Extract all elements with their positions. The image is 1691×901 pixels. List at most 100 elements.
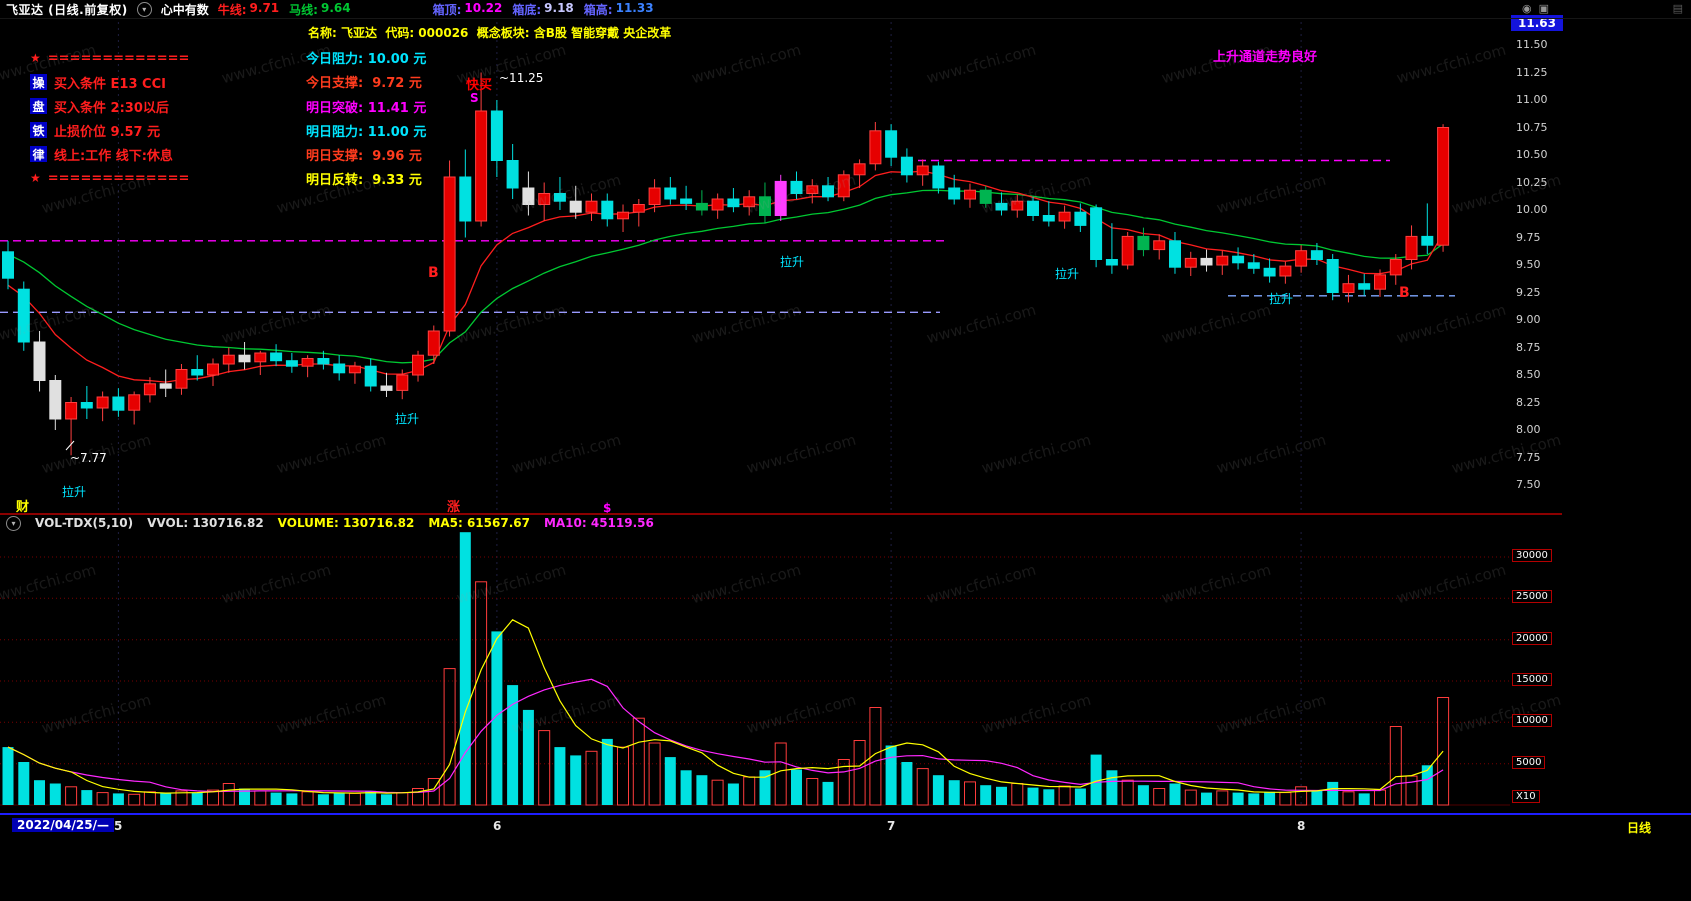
month-label: 6 <box>493 819 502 833</box>
date-display: 2022/04/25/— <box>12 818 114 832</box>
chart-annotation: ~11.25 <box>499 71 543 85</box>
stat-value: 9.64 <box>320 0 351 15</box>
chart-annotation: B <box>428 265 439 281</box>
discipline-tag: 操 <box>30 74 47 90</box>
header-tool-icon[interactable]: ▣ <box>1538 2 1549 15</box>
volume-gridlines <box>0 556 1510 806</box>
chart-annotation: 财 <box>16 499 29 514</box>
price-tick-label: 8.25 <box>1516 396 1541 409</box>
price-axis[interactable]: 11.63 11.50 11.25 11.00 10.75 10.50 10.25 10.0… <box>1510 0 1590 836</box>
volume-tick-label: 5000 <box>1512 756 1546 769</box>
chart-annotation: S <box>470 91 479 105</box>
discipline-tag: 盘 <box>30 98 47 114</box>
header-bar: 飞亚达 (日线.前复权) ▾ 心中有数 牛线: 9.71 马线: 9.64 箱顶: 10.… <box>0 0 1691 19</box>
discipline-row: ★ ============= <box>30 46 189 70</box>
level-row: 明日阻力: 11.00 元 <box>306 124 427 140</box>
panel-separator <box>0 513 1562 515</box>
price-tick-label: 10.25 <box>1516 176 1548 189</box>
vvol-value: VVOL: 130716.82 <box>147 516 264 530</box>
indicator-stats: 牛线: 9.71 马线: 9.64 箱顶: 10.22 箱底: 9.18 箱高: 11.33 <box>218 1 654 18</box>
stat-value: 9.18 <box>544 0 574 15</box>
stat-value: 11.33 <box>615 0 654 15</box>
window-icons: ◉ ▣ <box>1522 2 1549 15</box>
discipline-row: 盘买入条件 2:30以后 <box>30 94 189 118</box>
chart-annotation: 拉升 <box>62 484 86 499</box>
discipline-row: 律线上:工作 线下:休息 <box>30 142 189 166</box>
level-row: 明日支撑: 9.96 元 <box>306 149 422 165</box>
volume-bars <box>2 532 1450 806</box>
discipline-block: ★ ============= 操买入条件 E13 CCI 盘买入条件 2:30以后铁… <box>30 46 189 190</box>
stat-label: 箱顶: <box>432 2 462 17</box>
volume-value: VOLUME: 130716.82 <box>277 516 415 530</box>
stat-value: 9.71 <box>249 0 280 15</box>
chart-annotations: 快买 ~11.25SBB拉升拉升拉升拉升拉升~7.77财涨 $ <box>16 71 1410 514</box>
volume-tick-label: 30000 <box>1512 549 1552 562</box>
volume-tick-label: 25000 <box>1512 590 1552 603</box>
volume-axis[interactable]: 30000 25000 20000 15000 10000 5000 X10 <box>1510 0 1590 836</box>
price-tick-label: 8.75 <box>1516 341 1541 354</box>
price-tick-label: 10.00 <box>1516 203 1548 216</box>
discipline-text: 买入条件 2:30以后 <box>54 100 169 116</box>
price-ma-lines <box>7 170 1444 383</box>
chart-annotation: 涨 <box>446 500 460 514</box>
discipline-text: 止损价位 9.57 元 <box>54 124 161 140</box>
corner-panel-icon[interactable]: ▤ <box>1672 2 1683 15</box>
volume-unit-label: X10 <box>1512 790 1540 803</box>
month-label: 8 <box>1297 819 1306 833</box>
volume-tick-label: 15000 <box>1512 673 1552 686</box>
vol-ma5-value: MA5: 61567.67 <box>428 516 530 530</box>
volume-chart[interactable] <box>0 528 1510 813</box>
vol-ma10-value: MA10: 45119.56 <box>543 516 654 530</box>
discipline-text: 买入条件 E13 CCI <box>54 76 166 92</box>
header-stat: 牛线: 9.71 <box>218 1 279 18</box>
discipline-text: ============= <box>47 50 190 66</box>
trend-note: 上升通道走势良好 <box>1213 50 1318 65</box>
vol-indicator-name[interactable]: VOL-TDX(5,10) <box>35 516 134 530</box>
discipline-tag: ★ <box>30 51 41 65</box>
chart-annotation: ~7.77 <box>70 451 107 465</box>
period-selector[interactable]: 日线 <box>1627 821 1652 835</box>
price-tick-label: 7.75 <box>1516 451 1541 464</box>
current-price-tag: 11.63 <box>1511 15 1563 31</box>
level-row: 今日支撑: 9.72 元 <box>306 76 422 92</box>
chart-annotation: 拉升 <box>1269 291 1293 306</box>
volume-toggle-icon[interactable]: ▾ <box>6 515 21 531</box>
volume-header: ▾ VOL-TDX(5,10) VVOL: 130716.82 VOLUME: 13… <box>6 515 654 531</box>
header-stat: 马线: 9.64 <box>289 1 350 18</box>
indicator-name[interactable]: 心中有数 <box>160 2 209 17</box>
header-stat: 箱底: 9.18 <box>512 1 573 18</box>
discipline-tag: ★ <box>30 171 41 185</box>
stock-info-line: 名称: 飞亚达 代码: 000026 概念板块: 含B股 智能穿戴 央企改革 <box>308 26 672 40</box>
discipline-text: ============= <box>47 170 190 186</box>
status-bar: 2022/04/25/— 日线 5 6 7 8 <box>0 813 1691 836</box>
level-row: 明日反转: 9.33 元 <box>306 173 422 189</box>
price-tick-label: 11.50 <box>1516 38 1548 51</box>
candlesticks <box>2 72 1450 456</box>
chart-annotation: B <box>1399 285 1410 301</box>
stat-label: 牛线: <box>217 2 247 17</box>
level-row: 明日突破: 11.41 元 <box>306 100 427 116</box>
month-label: 5 <box>114 819 123 833</box>
header-tool-icon[interactable]: ◉ <box>1521 2 1532 15</box>
price-tick-label: 9.75 <box>1516 231 1541 244</box>
price-tick-label: 9.50 <box>1516 258 1541 271</box>
price-tick-label: 8.50 <box>1516 368 1541 381</box>
price-tick-label: 8.00 <box>1516 423 1541 436</box>
discipline-tag: 铁 <box>30 122 47 138</box>
stat-label: 箱底: <box>512 2 542 17</box>
overlay-dashed-lines <box>0 159 1455 313</box>
indicator-toggle-icon[interactable]: ▾ <box>136 1 152 17</box>
chart-annotation: $ <box>603 501 611 514</box>
month-gridlines <box>117 22 1302 512</box>
volume-ma-lines <box>7 619 1444 794</box>
price-tick-label: 10.50 <box>1516 148 1548 161</box>
price-tick-label: 9.25 <box>1516 286 1541 299</box>
main-price-chart[interactable]: 快买 ~11.25SBB拉升拉升拉升拉升拉升~7.77财涨 $ <box>0 18 1510 514</box>
header-stat: 箱高: 11.33 <box>584 1 654 18</box>
discipline-text: 线上:工作 线下:休息 <box>54 148 173 164</box>
discipline-row: 铁止损价位 9.57 元 <box>30 118 189 142</box>
price-tick-label: 11.25 <box>1516 66 1548 79</box>
discipline-row: ★ ============= <box>30 166 189 190</box>
chart-annotation: 快买 <box>466 77 492 93</box>
